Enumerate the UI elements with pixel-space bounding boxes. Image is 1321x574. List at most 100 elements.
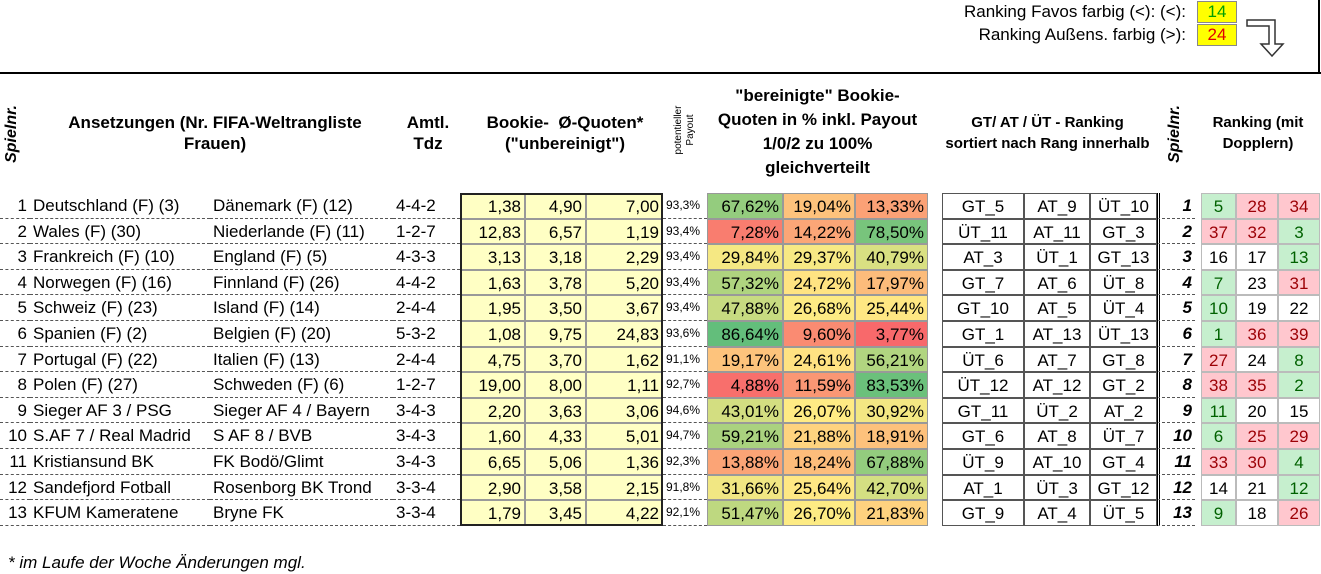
cell-team: Deutschland (F) (3) (30, 193, 210, 219)
cell-p: 30,92% (855, 397, 928, 424)
cell-r: ÜT_2 (1024, 397, 1090, 424)
favos-label: Ranking Favos farbig (<): (<): (963, 2, 1186, 21)
cell-q: 3,78 (525, 269, 586, 296)
cell-k: 27 (1201, 346, 1236, 373)
cell-p: 59,21% (707, 423, 783, 449)
cell-r: AT_12 (1024, 372, 1090, 398)
cell-p: 24,72% (783, 269, 855, 296)
cell-q: 5,06 (525, 449, 586, 475)
cell-p: 25,44% (855, 295, 928, 321)
cell-r: ÜT_13 (1090, 321, 1157, 347)
cell-p: 67,62% (707, 193, 783, 219)
cell-r: AT_7 (1024, 346, 1090, 373)
cell-q: 3,45 (525, 500, 586, 526)
cell-p: 4,88% (707, 372, 783, 398)
cell-p: 3,77% (855, 321, 928, 347)
cell-team: FK Bodö/Glimt (210, 449, 393, 475)
cell-p: 21,88% (783, 423, 855, 449)
cell-p: 19,17% (707, 346, 783, 373)
cell-q: 1,95 (460, 295, 525, 321)
cell-nr: 11 (0, 449, 30, 475)
header-quotes: Bookie- Ø-Quoten* ("unbereinigt") (486, 112, 649, 153)
cell-nr2: 5 (1157, 295, 1195, 321)
cell-k: 11 (1201, 397, 1236, 424)
cell-team: Frankreich (F) (10) (30, 244, 210, 270)
cell-r: ÜT_9 (942, 449, 1024, 475)
cell-pay: 94,6% (663, 398, 707, 424)
cell-r: ÜT_12 (942, 372, 1024, 398)
cell-nr2: 13 (1157, 500, 1195, 526)
cell-k: 5 (1201, 193, 1236, 219)
cell-nr: 13 (0, 500, 30, 526)
cell-team: Kristiansund BK (30, 449, 210, 475)
cell-p: 43,01% (707, 397, 783, 424)
cell-k: 13 (1278, 244, 1320, 270)
cell-team: Schweiz (F) (23) (30, 295, 210, 321)
cell-p: 42,70% (855, 474, 928, 501)
cell-q: 3,18 (525, 244, 586, 270)
cell-nr: 12 (0, 475, 30, 501)
cell-nr2: 3 (1157, 244, 1195, 270)
cell-r: AT_3 (942, 244, 1024, 270)
cell-p: 26,70% (783, 500, 855, 526)
cell-k: 35 (1236, 372, 1278, 398)
cell-nr: 6 (0, 321, 30, 347)
cell-q: 3,63 (525, 397, 586, 424)
cell-q: 2,29 (586, 244, 663, 270)
cell-p: 56,21% (855, 346, 928, 373)
cell-nr: 7 (0, 347, 30, 373)
cell-r: GT_4 (1090, 449, 1157, 475)
cell-nr2: 10 (1157, 423, 1195, 449)
cell-q: 1,08 (460, 321, 525, 347)
cell-p: 47,88% (707, 295, 783, 321)
cell-k: 23 (1236, 269, 1278, 296)
header-doubles: Ranking (mit Dopplern) (1212, 113, 1304, 152)
cell-k: 15 (1278, 397, 1320, 424)
cell-team: Portugal (F) (22) (30, 347, 210, 373)
cell-p: 19,04% (783, 193, 855, 219)
cell-pay: 93,4% (663, 270, 707, 296)
cell-pay: 94,7% (663, 423, 707, 449)
cell-r: AT_9 (1024, 193, 1090, 219)
cell-p: 11,59% (783, 372, 855, 398)
cell-tdz: 3-4-3 (393, 423, 460, 449)
cell-r: GT_13 (1090, 244, 1157, 270)
cell-tdz: 2-4-4 (393, 295, 460, 321)
cell-r: AT_1 (942, 474, 1024, 501)
cell-tdz: 4-4-2 (393, 193, 460, 219)
cell-r: AT_8 (1024, 423, 1090, 449)
cell-k: 9 (1201, 500, 1236, 526)
cell-k: 1 (1201, 321, 1236, 347)
cell-r: ÜT_3 (1024, 474, 1090, 501)
cell-p: 29,84% (707, 244, 783, 270)
cell-k: 4 (1278, 449, 1320, 475)
cell-nr2: 1 (1157, 193, 1195, 219)
cell-k: 14 (1201, 474, 1236, 501)
cell-tdz: 1-2-7 (393, 219, 460, 245)
cell-q: 2,20 (460, 397, 525, 424)
cell-q: 24,83 (586, 321, 663, 347)
cell-team: Island (F) (14) (210, 295, 393, 321)
cell-tdz: 2-4-4 (393, 347, 460, 373)
cell-q: 6,57 (525, 218, 586, 245)
cell-nr: 2 (0, 219, 30, 245)
cell-r: GT_7 (942, 269, 1024, 296)
cell-nr: 10 (0, 423, 30, 449)
cell-p: 24,61% (783, 346, 855, 373)
cell-team: Bryne FK (210, 500, 393, 526)
cell-q: 6,65 (460, 449, 525, 475)
cell-k: 7 (1201, 269, 1236, 296)
cell-r: ÜT_11 (942, 218, 1024, 245)
cell-q: 2,90 (460, 474, 525, 501)
cell-p: 14,22% (783, 218, 855, 245)
cell-k: 30 (1236, 449, 1278, 475)
cell-k: 12 (1278, 474, 1320, 501)
cell-r: AT_4 (1024, 500, 1090, 526)
favos-value: 14 (1197, 1, 1237, 23)
cell-p: 21,83% (855, 500, 928, 526)
cell-p: 26,07% (783, 397, 855, 424)
cell-r: ÜT_7 (1090, 423, 1157, 449)
cell-k: 21 (1236, 474, 1278, 501)
cell-k: 36 (1236, 321, 1278, 347)
cell-r: ÜT_6 (942, 346, 1024, 373)
